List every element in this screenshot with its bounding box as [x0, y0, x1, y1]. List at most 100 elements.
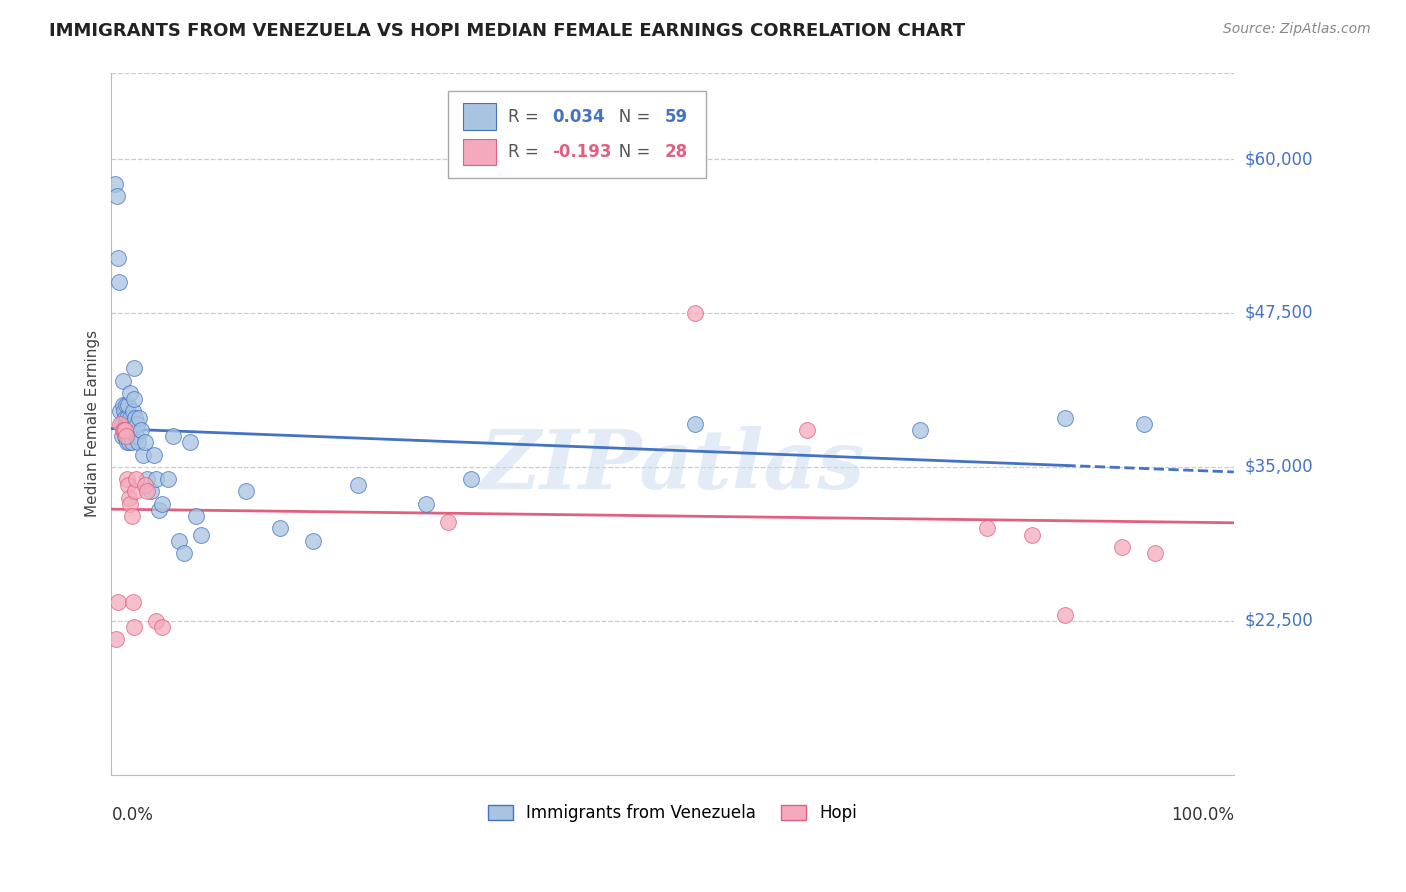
Point — [117, 478, 139, 492]
Point — [173, 546, 195, 560]
Point — [150, 620, 173, 634]
Point — [125, 429, 148, 443]
Point — [139, 484, 162, 499]
Point — [136, 472, 159, 486]
Point — [115, 472, 138, 486]
Point — [437, 515, 460, 529]
Text: $47,500: $47,500 — [1244, 304, 1313, 322]
Point — [120, 497, 142, 511]
Point — [121, 404, 143, 418]
Point — [162, 429, 184, 443]
Point — [112, 404, 135, 418]
Point — [796, 423, 818, 437]
Point — [134, 478, 156, 492]
Text: $22,500: $22,500 — [1244, 612, 1313, 630]
Point — [269, 521, 291, 535]
Point — [105, 189, 128, 203]
Point — [115, 398, 138, 412]
Text: 100.0%: 100.0% — [1171, 806, 1234, 824]
Point — [460, 472, 482, 486]
Point — [150, 497, 173, 511]
FancyBboxPatch shape — [463, 139, 496, 165]
Text: IMMIGRANTS FROM VENEZUELA VS HOPI MEDIAN FEMALE EARNINGS CORRELATION CHART: IMMIGRANTS FROM VENEZUELA VS HOPI MEDIAN… — [49, 22, 966, 40]
Point — [908, 423, 931, 437]
Point — [118, 435, 141, 450]
Text: ZIPatlas: ZIPatlas — [479, 425, 865, 506]
Point — [120, 410, 142, 425]
Point — [124, 484, 146, 499]
FancyBboxPatch shape — [463, 103, 496, 130]
Text: 59: 59 — [665, 108, 688, 126]
Point — [117, 417, 139, 431]
Point — [114, 429, 136, 443]
Point — [128, 410, 150, 425]
Point — [134, 435, 156, 450]
Point — [115, 410, 138, 425]
Point — [136, 484, 159, 499]
Text: -0.193: -0.193 — [553, 143, 612, 161]
Text: 0.034: 0.034 — [553, 108, 605, 126]
Point — [683, 306, 706, 320]
Point — [111, 423, 134, 437]
Point — [1054, 607, 1077, 622]
Text: $60,000: $60,000 — [1244, 150, 1313, 168]
Point — [167, 533, 190, 548]
Text: N =: N = — [603, 108, 655, 126]
Point — [111, 374, 134, 388]
Text: $35,000: $35,000 — [1244, 458, 1313, 475]
FancyBboxPatch shape — [449, 90, 706, 178]
Point — [302, 533, 325, 548]
Point — [121, 435, 143, 450]
Point — [110, 417, 132, 431]
Point — [107, 595, 129, 609]
Point — [104, 177, 127, 191]
Point — [114, 410, 136, 425]
Point — [125, 472, 148, 486]
Point — [1021, 527, 1043, 541]
Point — [976, 521, 998, 535]
Point — [1111, 540, 1133, 554]
Point — [120, 386, 142, 401]
Point — [124, 410, 146, 425]
Point — [127, 417, 149, 431]
Point — [127, 435, 149, 450]
Point — [132, 448, 155, 462]
Point — [115, 435, 138, 450]
Point — [143, 448, 166, 462]
Point — [121, 595, 143, 609]
Text: R =: R = — [508, 108, 544, 126]
Point — [1144, 546, 1167, 560]
Legend: Immigrants from Venezuela, Hopi: Immigrants from Venezuela, Hopi — [488, 805, 858, 822]
Point — [118, 491, 141, 505]
Point — [110, 417, 132, 431]
Text: Source: ZipAtlas.com: Source: ZipAtlas.com — [1223, 22, 1371, 37]
Point — [148, 503, 170, 517]
Text: R =: R = — [508, 143, 544, 161]
Point — [121, 509, 143, 524]
Point — [121, 417, 143, 431]
Point — [115, 429, 138, 443]
Point — [110, 404, 132, 418]
Point — [110, 429, 132, 443]
Point — [179, 435, 201, 450]
Point — [1133, 417, 1156, 431]
Point — [122, 361, 145, 376]
Point — [111, 398, 134, 412]
Text: N =: N = — [603, 143, 655, 161]
Y-axis label: Median Female Earnings: Median Female Earnings — [86, 330, 100, 517]
Point — [104, 632, 127, 647]
Point — [415, 497, 437, 511]
Text: 28: 28 — [665, 143, 688, 161]
Point — [112, 423, 135, 437]
Point — [118, 423, 141, 437]
Point — [114, 423, 136, 437]
Point — [129, 423, 152, 437]
Point — [145, 472, 167, 486]
Point — [347, 478, 370, 492]
Point — [122, 392, 145, 406]
Text: 0.0%: 0.0% — [111, 806, 153, 824]
Point — [156, 472, 179, 486]
Point — [112, 423, 135, 437]
Point — [108, 275, 131, 289]
Point — [122, 620, 145, 634]
